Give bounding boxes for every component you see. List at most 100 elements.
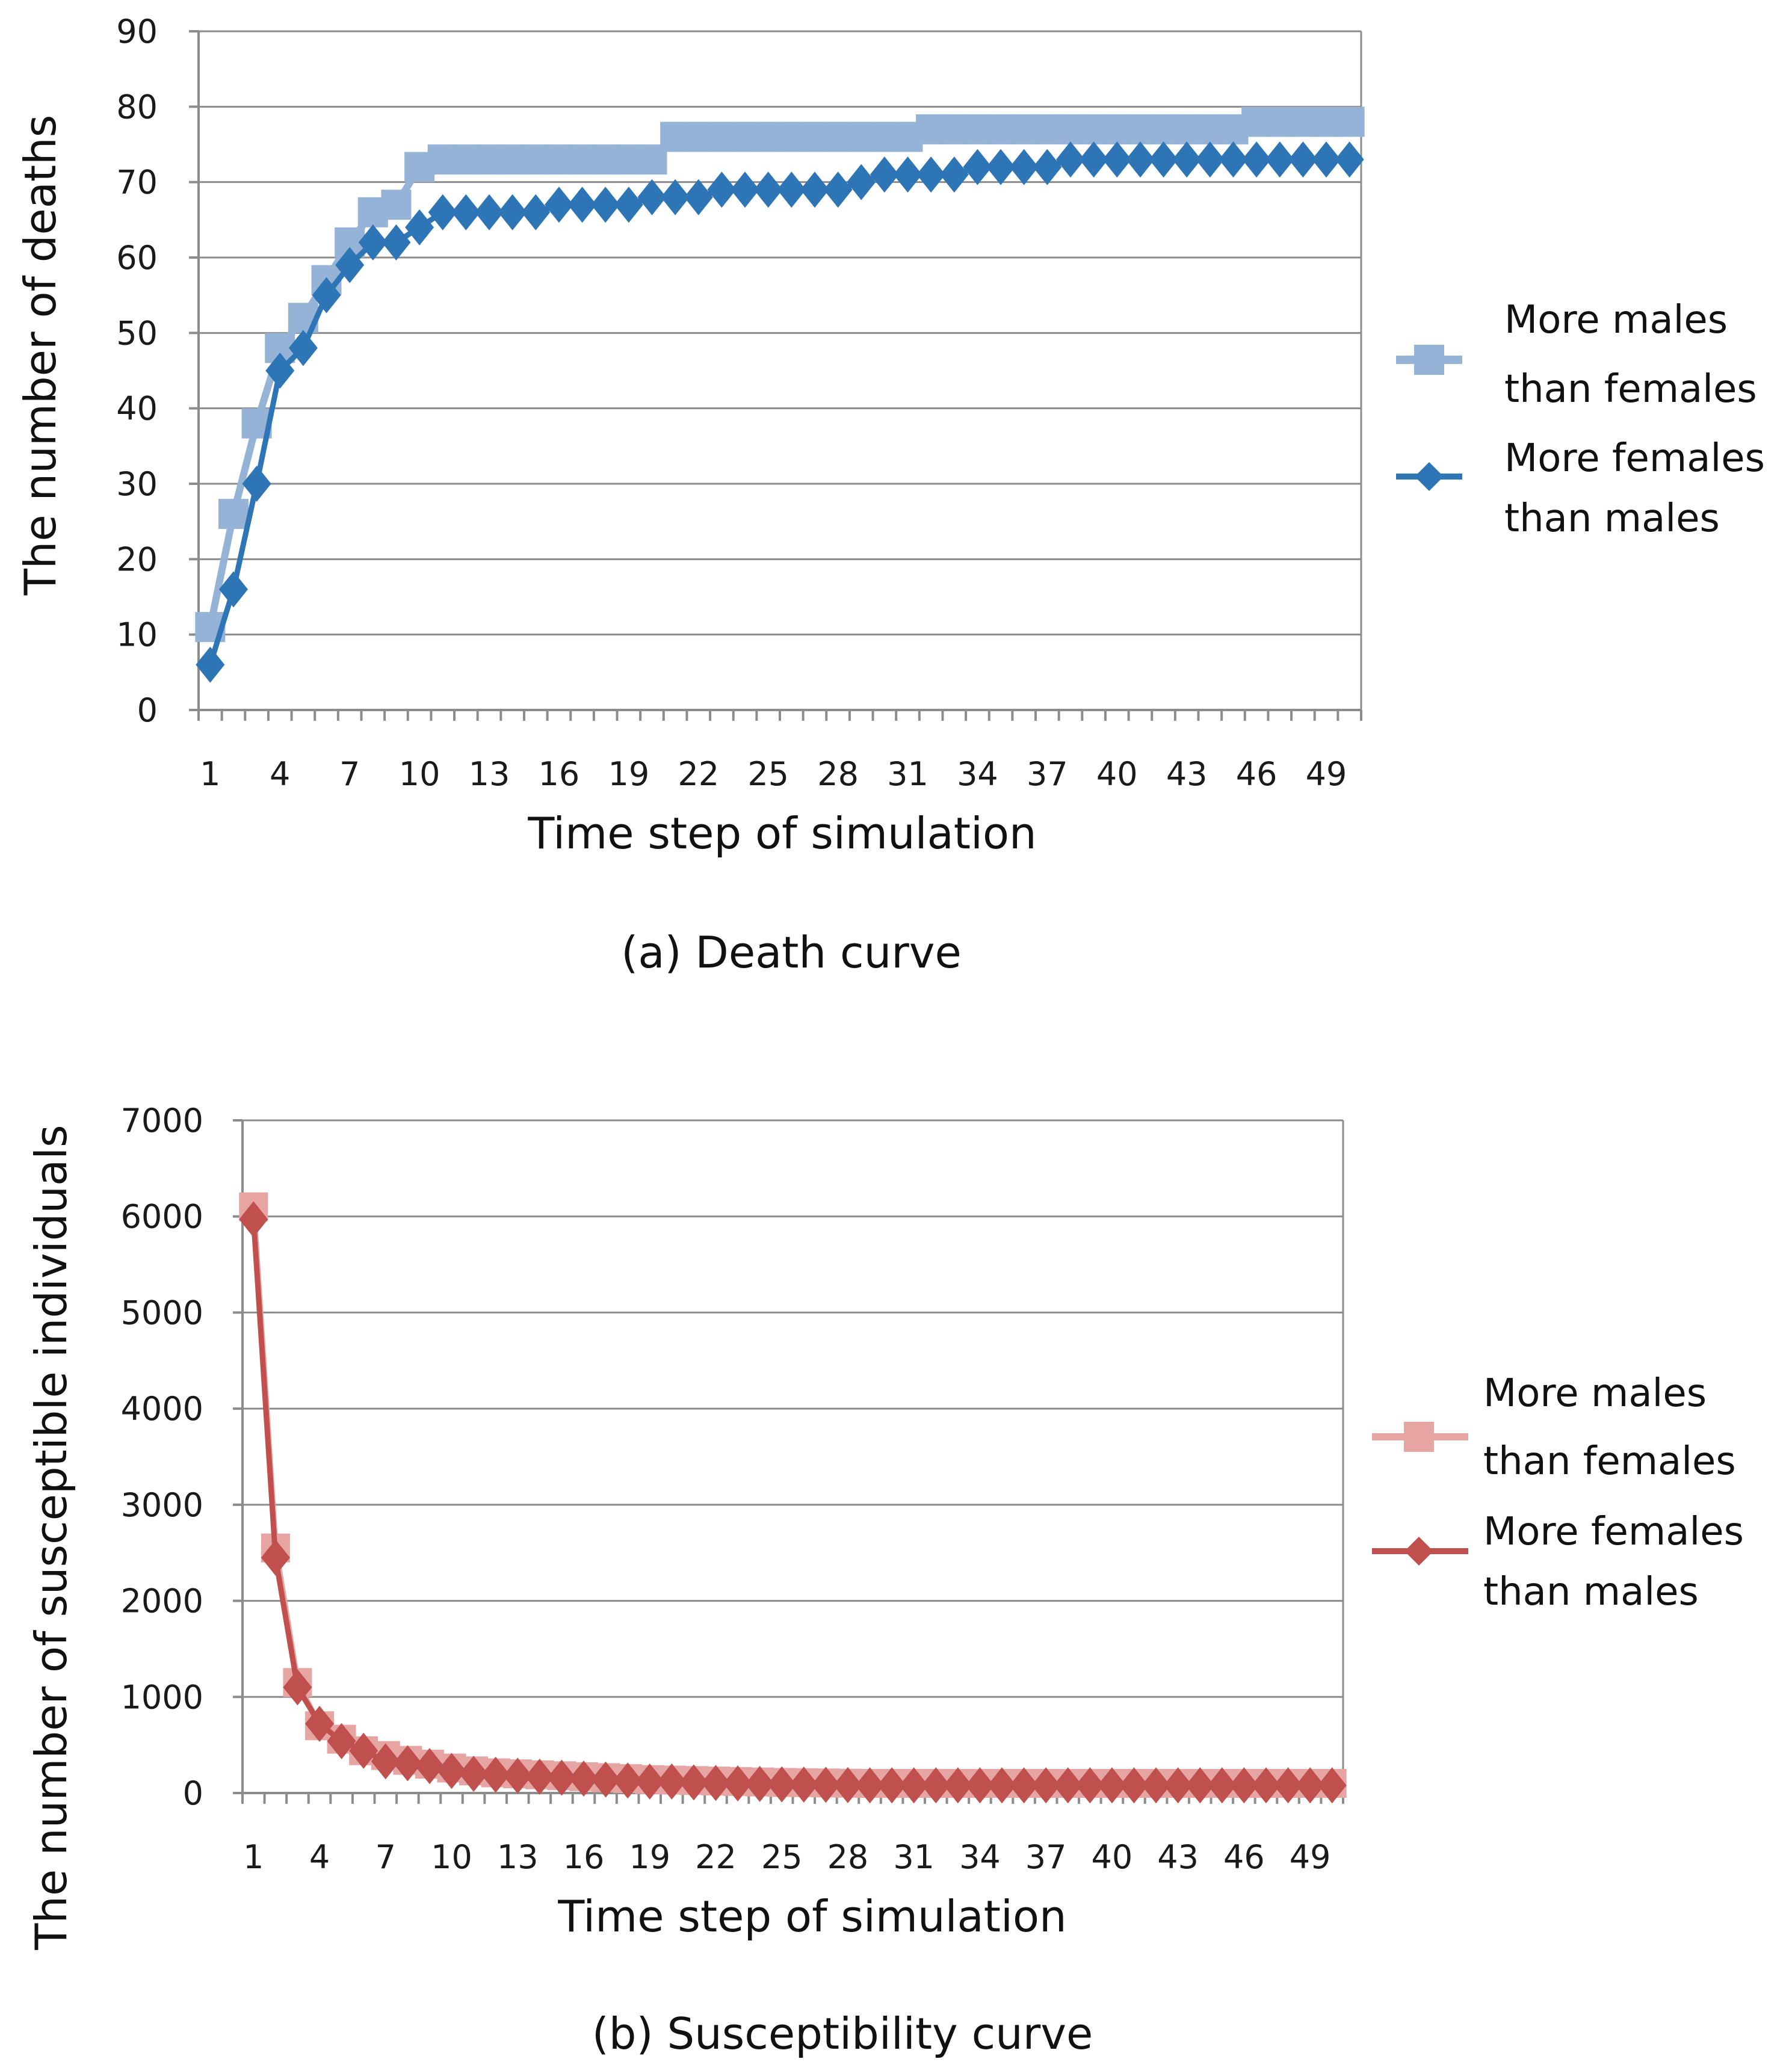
susceptibility-curve-x-tick-label: 7: [375, 1838, 396, 1876]
legend-entry-more-males: More males than females: [1396, 298, 1757, 412]
death-curve-y-ticks: 0 10 20 30 40 50 60 70 80 90: [116, 13, 158, 729]
death-curve-diamond-point: [753, 171, 783, 208]
susceptibility-curve-diamond-point: [921, 1767, 951, 1804]
susceptibility-curve-diamond-point: [1229, 1767, 1259, 1804]
death-curve-diamond-point: [1242, 141, 1271, 178]
legend-label-more-males-b-line2: than females: [1483, 1439, 1736, 1484]
susceptibility-curve-diamond-point: [1009, 1767, 1039, 1804]
death-curve-diamond-point: [847, 164, 876, 200]
death-curve-x-tick-label: 19: [608, 755, 649, 793]
death-curve-x-tick-label: 13: [469, 755, 510, 793]
susceptibility-curve-y-tick-label: 4000: [121, 1390, 203, 1428]
death-curve-x-tick-label: 40: [1096, 755, 1138, 793]
death-curve-diamond-point: [707, 171, 737, 208]
death-curve-diamond-point: [800, 171, 829, 208]
death-curve-axes: [189, 30, 1362, 721]
susceptibility-curve-x-tick-label: 34: [959, 1838, 1001, 1876]
death-curve-diamond-point: [1288, 141, 1318, 178]
susceptibility-curve-diamond-point: [1207, 1767, 1237, 1804]
death-curve-x-tick-label: 31: [887, 755, 928, 793]
death-curve-diamond-point: [196, 646, 225, 683]
susceptibility-curve-y-tick-label: 6000: [121, 1198, 203, 1236]
susceptibility-curve-diamond-point: [811, 1767, 841, 1803]
susceptibility-curve-diamond-point: [1053, 1767, 1083, 1804]
susceptibility-curve-diamond-point: [1296, 1767, 1325, 1804]
death-curve-x-tick-label: 16: [539, 755, 580, 793]
susceptibility-curve-diamond-point: [459, 1756, 489, 1792]
death-curve-diamond-point: [1172, 141, 1202, 178]
susceptibility-curve-diamond-point: [965, 1767, 995, 1804]
death-curve-diamond-point: [475, 194, 504, 230]
death-curve-y-tick-label: 30: [116, 465, 158, 503]
susceptibility-curve-x-tick-label: 37: [1025, 1838, 1067, 1876]
legend-square-marker-icon: [1414, 345, 1444, 375]
susceptibility-curve-y-tick-label: 0: [183, 1774, 203, 1812]
susceptibility-curve-x-tick-label: 43: [1157, 1838, 1199, 1876]
susceptibility-curve-x-tick-label: 19: [629, 1838, 670, 1876]
death-curve-square-point: [1334, 106, 1365, 137]
susceptibility-curve-series: [239, 1192, 1347, 1804]
susceptibility-curve-y-tick-label: 1000: [121, 1678, 203, 1716]
death-curve-diamond-point: [614, 187, 643, 223]
susceptibility-curve-diamond-point: [657, 1763, 687, 1800]
death-curve-diamond-point: [265, 353, 295, 389]
susceptibility-curve-diamond-point: [1142, 1767, 1171, 1804]
death-curve-diamond-point: [312, 277, 341, 313]
death-curve-y-tick-label: 0: [137, 691, 158, 729]
death-curve-diamond-point: [823, 171, 853, 208]
susceptibility-curve-y-tick-label: 5000: [121, 1294, 203, 1332]
susceptibility-curve-diamond-point: [283, 1669, 312, 1706]
susceptibility-curve-y-axis-title: The number of susceptible individuals: [26, 1125, 76, 1950]
susceptibility-curve-diamond-point: [1273, 1767, 1303, 1804]
death-curve-x-tick-label: 37: [1027, 755, 1068, 793]
susceptibility-curve-diamond-point: [415, 1748, 444, 1785]
death-curve-series-more-females: [196, 141, 1364, 683]
death-curve-diamond-point: [1149, 141, 1178, 178]
susceptibility-curve-diamond-point: [987, 1767, 1017, 1804]
susceptibility-curve-series-line: [250, 1219, 1332, 1788]
death-curve-series: [195, 106, 1365, 683]
susceptibility-curve-x-axis-title: Time step of simulation: [557, 1891, 1066, 1942]
susceptibility-curve-caption: (b) Susceptibility curve: [592, 2008, 1093, 2059]
susceptibility-curve-diamond-point: [349, 1732, 378, 1769]
susceptibility-curve-diamond-point: [547, 1759, 576, 1796]
death-curve-x-tick-label: 28: [817, 755, 859, 793]
legend-label-more-females-b-line2: than males: [1483, 1570, 1699, 1614]
death-curve-diamond-point: [521, 194, 551, 230]
susceptibility-curve-x-tick-label: 25: [761, 1838, 803, 1876]
death-curve-diamond-point: [358, 224, 388, 261]
death-curve-diamond-point: [242, 466, 271, 502]
death-curve-diamond-point: [498, 194, 527, 230]
death-curve-diamond-point: [1312, 141, 1341, 178]
death-curve-diamond-point: [986, 149, 1016, 185]
susceptibility-curve-diamond-point: [1317, 1767, 1347, 1804]
death-curve-diamond-point: [567, 187, 597, 223]
death-curve-diamond-point: [1102, 141, 1132, 178]
susceptibility-curve-gridlines: [243, 1119, 1343, 1698]
death-curve-y-tick-label: 50: [116, 314, 158, 352]
death-curve-square-point: [381, 190, 412, 220]
death-curve-y-tick-label: 90: [116, 13, 158, 51]
death-curve-diamond-point: [428, 194, 457, 230]
susceptibility-curve-diamond-point: [877, 1767, 907, 1804]
death-curve-diamond-point: [777, 171, 806, 208]
susceptibility-curve-y-ticks: 0 1000 2000 3000 4000 5000 6000 7000: [121, 1102, 203, 1812]
legend-label-more-females-line2: than males: [1504, 496, 1720, 541]
death-curve-diamond-point: [544, 187, 573, 223]
susceptibility-curve-x-tick-label: 40: [1092, 1838, 1133, 1876]
legend-diamond-marker-icon: [1415, 462, 1444, 491]
susceptibility-curve-diamond-point: [855, 1767, 885, 1804]
legend-label-more-males-line1: More males: [1504, 298, 1728, 342]
susceptibility-curve-diamond-point: [503, 1758, 533, 1794]
susceptibility-curve-diamond-point: [569, 1761, 598, 1797]
death-curve-gridlines: [199, 30, 1361, 636]
legend-label-more-males-b-line1: More males: [1483, 1371, 1707, 1416]
susceptibility-curve-diamond-point: [1185, 1767, 1215, 1804]
death-curve-diamond-point: [916, 156, 946, 193]
susceptibility-curve-diamond-point: [327, 1723, 356, 1759]
death-curve-diamond-point: [335, 247, 365, 283]
legend-diamond-marker-icon: [1404, 1537, 1433, 1566]
death-curve-diamond-point: [591, 187, 620, 223]
susceptibility-curve-x-tick-label: 28: [827, 1838, 869, 1876]
